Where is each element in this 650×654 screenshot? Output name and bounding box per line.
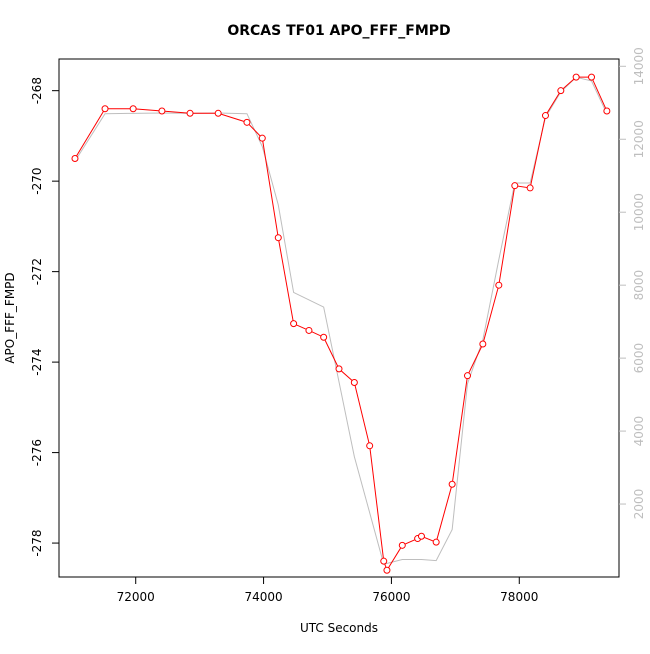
y-tick-label: -278: [30, 529, 44, 556]
data-point: [479, 340, 487, 348]
secondary-series-line: [74, 76, 608, 565]
primary-markers-layer: [71, 73, 611, 574]
x-axis-label: UTC Seconds: [300, 621, 378, 635]
data-point: [350, 378, 358, 386]
data-point: [417, 532, 425, 540]
data-point: [186, 109, 194, 117]
y-axis: -268 -270 -272 -274 -276 -278: [30, 77, 59, 557]
y-tick-label: -272: [30, 258, 44, 285]
y-tick-label: -276: [30, 439, 44, 466]
y2-tick-label: 12000: [632, 120, 646, 158]
x-tick-label: 74000: [244, 590, 282, 604]
y-tick-label: -274: [30, 348, 44, 375]
data-point: [320, 333, 328, 341]
y-tick-label: -268: [30, 77, 44, 104]
secondary-series-layer: [74, 76, 608, 565]
data-point: [366, 442, 374, 450]
y2-tick-label: 10000: [632, 193, 646, 231]
data-point: [305, 326, 313, 334]
data-point: [258, 134, 266, 142]
data-point: [511, 182, 519, 190]
data-point: [129, 105, 137, 113]
y-tick-label: -270: [30, 168, 44, 195]
primary-series-layer: [74, 76, 608, 572]
y2-tick-label: 14000: [632, 47, 646, 85]
data-point: [557, 87, 565, 95]
y2-tick-label: 6000: [632, 343, 646, 374]
data-point: [448, 480, 456, 488]
data-point: [335, 365, 343, 373]
y2-tick-label: 8000: [632, 270, 646, 301]
y-axis-label: APO_FFF_FMPD: [3, 272, 17, 363]
data-point: [214, 109, 222, 117]
data-point: [603, 107, 611, 115]
data-point: [541, 112, 549, 120]
plot-frame: [58, 58, 620, 578]
data-point: [290, 320, 298, 328]
chart-title: ORCAS TF01 APO_FFF_FMPD: [227, 23, 450, 39]
data-point: [588, 73, 596, 81]
data-point: [495, 281, 503, 289]
data-point: [572, 73, 580, 81]
y2-axis: 2000 4000 6000 8000 10000 12000 14000: [619, 47, 646, 519]
x-tick-label: 78000: [500, 590, 538, 604]
data-point: [463, 372, 471, 380]
x-tick-label: 76000: [372, 590, 410, 604]
data-point: [274, 234, 282, 242]
data-point: [158, 107, 166, 115]
x-axis: 72000 74000 76000 78000: [117, 577, 538, 604]
data-point: [71, 155, 79, 163]
data-point: [380, 557, 388, 565]
x-tick-label: 72000: [117, 590, 155, 604]
data-point: [243, 118, 251, 126]
y2-tick-label: 4000: [632, 416, 646, 447]
data-point: [101, 105, 109, 113]
y2-tick-label: 2000: [632, 489, 646, 520]
data-point: [398, 541, 406, 549]
data-point: [432, 538, 440, 546]
data-point: [383, 566, 391, 574]
primary-series-line: [74, 76, 608, 572]
data-point: [526, 184, 534, 192]
